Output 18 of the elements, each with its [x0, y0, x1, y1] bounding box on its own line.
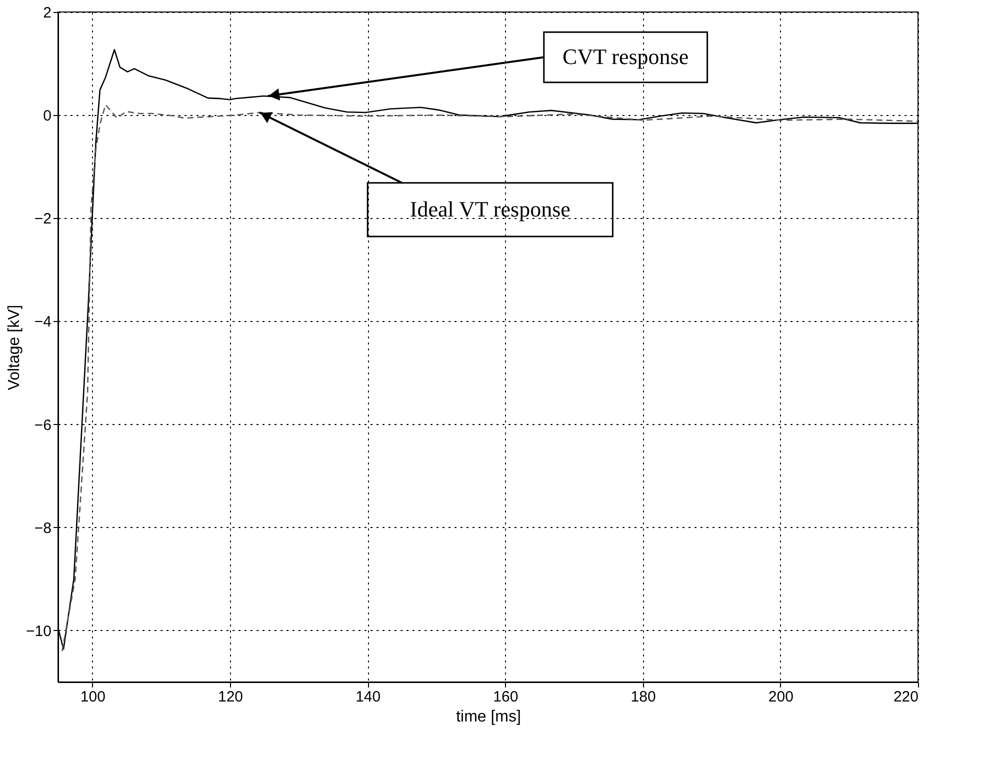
y-tick-label: −10	[26, 622, 52, 640]
x-tick-label: 100	[80, 688, 106, 706]
x-tick-label: 200	[768, 688, 794, 706]
y-tick-label: 0	[43, 108, 52, 125]
x-tick-label: 120	[218, 688, 244, 706]
annotation: CVT response	[562, 44, 689, 70]
y-tick-label: −6	[34, 416, 52, 434]
x-axis-title: time [ms]	[456, 708, 521, 726]
x-tick-label: 180	[630, 688, 656, 706]
x-tick-label: 140	[356, 688, 381, 706]
y-tick-label: −8	[34, 520, 52, 537]
y-axis-title: Voltage [kV]	[6, 304, 24, 390]
annotation: Ideal VT response	[410, 196, 570, 222]
x-tick-label: 160	[493, 688, 518, 706]
y-tick-label: −2	[34, 210, 52, 228]
y-tick-label: 2	[43, 4, 52, 22]
y-tick-label: −4	[34, 314, 52, 331]
x-tick-label: 220	[893, 688, 918, 706]
